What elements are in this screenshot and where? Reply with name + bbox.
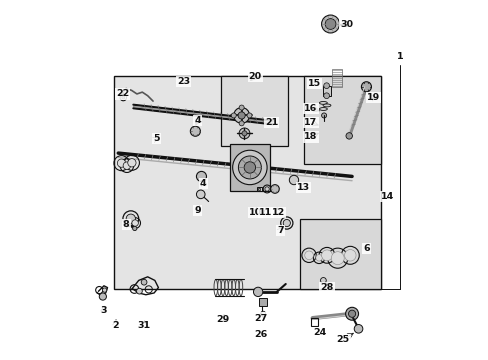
Circle shape <box>127 159 136 167</box>
Circle shape <box>289 175 298 185</box>
Bar <box>303 76 380 164</box>
Circle shape <box>244 162 255 173</box>
Bar <box>332 69 341 87</box>
Text: 2: 2 <box>112 321 119 330</box>
Circle shape <box>242 131 246 136</box>
Circle shape <box>353 324 362 333</box>
Circle shape <box>323 83 329 89</box>
Bar <box>300 220 380 289</box>
Circle shape <box>344 249 355 261</box>
Circle shape <box>239 121 244 126</box>
Text: 13: 13 <box>297 183 309 192</box>
Circle shape <box>123 162 130 170</box>
Circle shape <box>345 307 358 320</box>
Text: 11: 11 <box>259 208 272 217</box>
Text: 19: 19 <box>366 93 380 102</box>
Circle shape <box>320 278 325 283</box>
Circle shape <box>330 252 344 265</box>
Circle shape <box>117 159 125 167</box>
Circle shape <box>99 293 106 300</box>
Text: 25: 25 <box>336 335 349 344</box>
Circle shape <box>304 251 313 260</box>
Text: 7: 7 <box>277 226 283 235</box>
Circle shape <box>102 288 106 292</box>
Text: 18: 18 <box>304 132 317 141</box>
Text: 8: 8 <box>122 220 129 229</box>
Circle shape <box>344 22 348 27</box>
Circle shape <box>238 156 261 179</box>
Text: 24: 24 <box>312 328 326 337</box>
Text: 14: 14 <box>381 192 394 201</box>
Circle shape <box>315 255 322 261</box>
Text: 16: 16 <box>304 104 317 113</box>
Bar <box>257 187 261 192</box>
Circle shape <box>126 214 135 224</box>
Text: 10: 10 <box>248 208 261 217</box>
Circle shape <box>321 113 326 118</box>
Bar <box>310 318 318 326</box>
Circle shape <box>260 311 265 316</box>
Circle shape <box>232 150 266 185</box>
Circle shape <box>253 287 262 297</box>
Text: 3: 3 <box>100 306 106 315</box>
Text: 20: 20 <box>248 72 261 81</box>
Circle shape <box>196 171 206 181</box>
Text: 4: 4 <box>200 179 206 188</box>
Circle shape <box>231 113 236 118</box>
Circle shape <box>270 185 279 193</box>
Circle shape <box>238 112 244 119</box>
Ellipse shape <box>319 102 326 104</box>
Text: 30: 30 <box>340 19 352 28</box>
Text: 12: 12 <box>271 208 285 217</box>
Text: 21: 21 <box>264 118 278 127</box>
Text: 23: 23 <box>177 77 190 86</box>
Ellipse shape <box>319 108 326 111</box>
Text: 27: 27 <box>253 314 267 323</box>
Bar <box>230 144 269 191</box>
Circle shape <box>264 187 269 191</box>
Circle shape <box>346 133 352 139</box>
Text: 1: 1 <box>396 52 403 61</box>
Circle shape <box>196 190 204 199</box>
Bar <box>113 76 380 289</box>
Ellipse shape <box>323 104 330 107</box>
Text: 28: 28 <box>320 283 333 292</box>
Text: 17: 17 <box>304 118 317 127</box>
Circle shape <box>122 96 124 99</box>
Circle shape <box>246 113 251 118</box>
Circle shape <box>239 128 249 139</box>
Bar <box>258 188 260 190</box>
Circle shape <box>190 126 200 136</box>
Circle shape <box>136 288 142 294</box>
Circle shape <box>321 15 339 33</box>
Circle shape <box>132 226 137 230</box>
Text: 5: 5 <box>153 134 160 143</box>
Text: 15: 15 <box>307 79 320 88</box>
Bar <box>322 86 330 96</box>
Circle shape <box>141 279 147 285</box>
Circle shape <box>233 108 249 123</box>
Text: 31: 31 <box>137 321 150 330</box>
Text: 22: 22 <box>116 89 129 98</box>
Circle shape <box>361 82 371 92</box>
Circle shape <box>132 220 138 226</box>
Circle shape <box>323 93 329 99</box>
Circle shape <box>283 220 290 226</box>
Text: 6: 6 <box>363 244 369 253</box>
Text: 29: 29 <box>216 315 229 324</box>
Circle shape <box>239 105 244 110</box>
Text: 9: 9 <box>194 206 201 215</box>
Circle shape <box>321 250 332 261</box>
Circle shape <box>348 310 355 318</box>
Text: 4: 4 <box>194 116 201 125</box>
Bar <box>221 76 287 146</box>
Text: 26: 26 <box>253 330 267 339</box>
Circle shape <box>325 19 335 30</box>
Bar <box>258 298 267 306</box>
